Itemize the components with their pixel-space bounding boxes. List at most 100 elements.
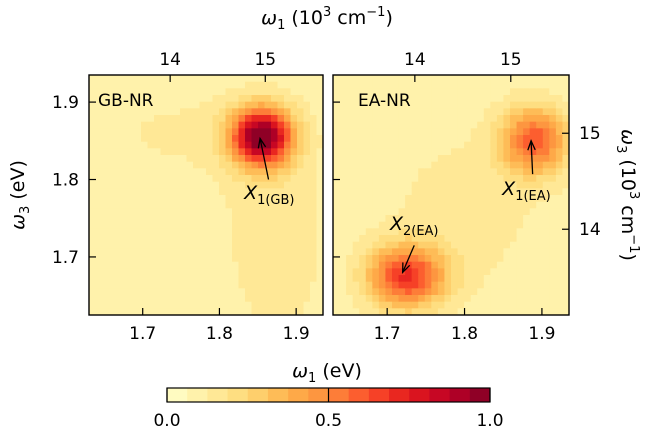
- heatmap-cell: [284, 275, 292, 283]
- heatmap-cell: [186, 255, 194, 263]
- heatmap-cell: [444, 261, 452, 269]
- heatmap-cell: [199, 168, 207, 176]
- heatmap-cell: [424, 115, 432, 123]
- colorbar-cell: [429, 388, 451, 402]
- heatmap-cell: [102, 221, 110, 229]
- heatmap-cell: [264, 248, 272, 256]
- heatmap-cell: [290, 255, 298, 263]
- heatmap-cell: [372, 241, 380, 249]
- heatmap-cell: [503, 301, 511, 309]
- heatmap-cell: [378, 201, 387, 209]
- heatmap-cell: [108, 101, 116, 109]
- heatmap-cell: [251, 215, 259, 223]
- heatmap-cell: [444, 108, 452, 116]
- heatmap-cell: [147, 175, 155, 183]
- heatmap-cell: [418, 275, 426, 283]
- heatmap-cell: [372, 208, 380, 216]
- heatmap-cell: [167, 95, 175, 103]
- heatmap-cell: [444, 235, 452, 243]
- heatmap-cell: [542, 75, 550, 83]
- heatmap-cell: [398, 255, 406, 263]
- heatmap-cell: [271, 128, 279, 136]
- heatmap-cell: [431, 181, 439, 189]
- heatmap-cell: [457, 95, 465, 103]
- heatmap-cell: [477, 241, 485, 249]
- heatmap-cell: [418, 235, 426, 243]
- heatmap-cell: [483, 288, 491, 296]
- heatmap-cell: [297, 115, 305, 123]
- heatmap-cell: [212, 208, 220, 216]
- heatmap-cell: [516, 235, 524, 243]
- heatmap-cell: [490, 181, 498, 189]
- heatmap-cell: [303, 141, 311, 149]
- heatmap-cell: [108, 181, 116, 189]
- heatmap-cell: [339, 81, 347, 89]
- heatmap-cell: [496, 128, 505, 136]
- heatmap-cell: [542, 95, 550, 103]
- heatmap-cell: [212, 88, 220, 96]
- y-tick-label-left: 1.8: [52, 171, 79, 191]
- heatmap-cell: [483, 228, 491, 236]
- heatmap-cell: [206, 75, 214, 83]
- heatmap-cell: [115, 195, 123, 203]
- heatmap-cell: [411, 108, 419, 116]
- heatmap-cell: [193, 88, 201, 96]
- heatmap-cell: [470, 235, 478, 243]
- colorbar-cell: [469, 388, 491, 402]
- heatmap-cell: [245, 281, 253, 289]
- heatmap-cell: [141, 168, 149, 176]
- heatmap-cell: [542, 208, 550, 216]
- heatmap-cell: [141, 155, 149, 163]
- heatmap-cell: [147, 108, 155, 116]
- heatmap-cell: [339, 121, 347, 129]
- heatmap-cell: [516, 308, 524, 315]
- heatmap-cell: [490, 168, 498, 176]
- heatmap-cell: [251, 175, 259, 183]
- heatmap-cell: [503, 148, 511, 156]
- heatmap-cell: [206, 235, 214, 243]
- heatmap-cell: [359, 295, 367, 303]
- heatmap-cell: [128, 115, 136, 123]
- heatmap-cell: [134, 115, 142, 123]
- heatmap-cell: [510, 268, 518, 276]
- panel-label-ea-nr: EA-NR: [358, 91, 411, 111]
- heatmap-cell: [115, 208, 123, 216]
- heatmap-cell: [405, 148, 413, 156]
- heatmap-cell: [121, 175, 129, 183]
- heatmap-cell: [277, 75, 285, 83]
- heatmap-cell: [154, 208, 162, 216]
- heatmap-cell: [206, 195, 214, 203]
- heatmap-cell: [154, 301, 162, 309]
- heatmap-cell: [271, 228, 279, 236]
- heatmap-cell: [405, 215, 413, 223]
- heatmap-cell: [199, 115, 207, 123]
- heatmap-cell: [186, 195, 194, 203]
- heatmap-cell: [451, 161, 459, 169]
- heatmap-cell: [95, 241, 103, 249]
- heatmap-cell: [115, 108, 123, 116]
- heatmap-cell: [378, 188, 387, 196]
- heatmap-cell: [339, 88, 347, 96]
- heatmap-cell: [167, 108, 175, 116]
- heatmap-cell: [418, 101, 426, 109]
- heatmap-cell: [385, 161, 393, 169]
- heatmap-cell: [297, 308, 305, 315]
- heatmap-cell: [365, 248, 373, 256]
- heatmap-cell: [346, 241, 354, 249]
- heatmap-cell: [424, 108, 432, 116]
- heatmap-cell: [121, 168, 129, 176]
- heatmap-cell: [264, 261, 272, 269]
- heatmap-cell: [516, 175, 524, 183]
- heatmap-cell: [147, 201, 155, 209]
- heatmap-cell: [477, 295, 485, 303]
- heatmap-cell: [451, 168, 459, 176]
- heatmap-cell: [95, 108, 103, 116]
- right-tick-label: 15: [579, 124, 601, 144]
- heatmap-cell: [464, 228, 472, 236]
- heatmap-cell: [352, 301, 360, 309]
- heatmap-cell: [141, 261, 149, 269]
- heatmap-cell: [523, 275, 531, 283]
- heatmap-cell: [523, 228, 531, 236]
- heatmap-cell: [477, 208, 485, 216]
- heatmap-cell: [359, 195, 367, 203]
